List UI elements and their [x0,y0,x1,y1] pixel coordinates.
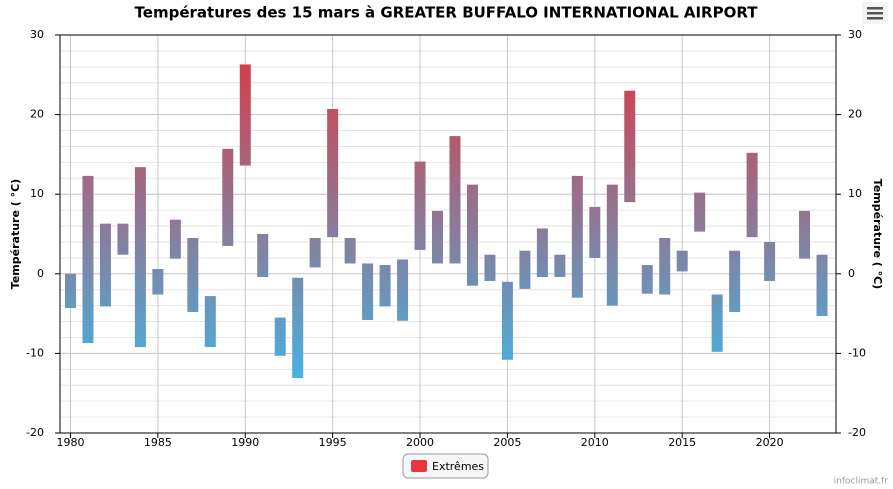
range-bar [519,250,531,289]
range-bar [764,241,776,281]
legend[interactable]: Extrêmes [402,453,489,479]
y-axis-label: Température ( °C) [9,179,22,289]
x-tick-label: 2010 [581,436,609,449]
range-bar [292,277,304,379]
range-bar [501,281,513,360]
menu-line [867,17,883,20]
y2-tick-label: 30 [848,28,862,41]
range-bar [344,237,356,264]
y-tick-label: 20 [30,108,44,121]
range-bar [536,228,548,277]
range-bar [799,210,811,259]
x-tick-label: 1995 [319,436,347,449]
y-tick-label: 30 [30,28,44,41]
x-tick-label: 1990 [231,436,259,449]
y-tick-label: 0 [37,267,44,280]
menu-line [867,7,883,10]
range-bar [589,206,601,258]
y2-tick-label: -20 [848,426,866,439]
range-bar [362,263,374,320]
plot-frame [59,34,837,434]
range-bar [729,250,741,313]
range-bar [746,152,758,238]
y2-tick-label: -10 [848,346,866,359]
x-tick-label: 1980 [56,436,84,449]
y-tick-label: -10 [26,346,44,359]
range-bar [99,223,111,307]
legend-swatch [411,460,427,472]
range-bar [554,254,566,277]
x-tick-label: 2015 [668,436,696,449]
range-bar [816,254,828,316]
range-bar [239,64,251,166]
range-bar [624,90,636,203]
menu-button[interactable] [862,2,888,24]
source: infoclimat.fr [834,477,889,486]
y-tick-label: -20 [26,426,44,439]
range-bar [466,184,478,286]
range-bar [204,296,216,348]
range-bar [152,269,164,295]
range-bar [711,294,723,352]
range-bar [606,184,618,306]
y2-tick-label: 0 [848,267,855,280]
range-bar [694,192,706,232]
x-tick-label: 2005 [493,436,521,449]
y-tick-label: 10 [30,187,44,200]
x-tick-label: 1985 [144,436,172,449]
range-bar [659,237,671,295]
range-bar [117,223,129,255]
range-bar [397,259,409,321]
range-bar [309,237,321,268]
range-bar [274,317,286,356]
range-bar [571,175,583,298]
range-bar [169,219,181,259]
menu-line [867,12,883,15]
range-bar [676,250,688,272]
x-tick-label: 2000 [406,436,434,449]
range-bar [484,254,496,281]
y2-tick-label: 10 [848,187,862,200]
range-bar [64,273,76,309]
range-bar [134,167,146,348]
range-bar [222,148,234,246]
range-bar [327,109,339,238]
range-bar [82,175,94,344]
legend-label: Extrêmes [432,460,484,473]
range-bar [379,265,391,307]
y2-tick-label: 20 [848,108,862,121]
range-bar [187,237,199,313]
range-bar [414,161,426,250]
range-bar [449,136,461,264]
chart-title: Températures des 15 mars à GREATER BUFFA… [135,4,759,22]
range-bar [432,210,444,264]
range-bar [641,265,653,294]
range-bar [257,234,269,277]
x-tick-label: 2020 [756,436,784,449]
y2-axis-label: Température ( °C) [871,179,884,289]
